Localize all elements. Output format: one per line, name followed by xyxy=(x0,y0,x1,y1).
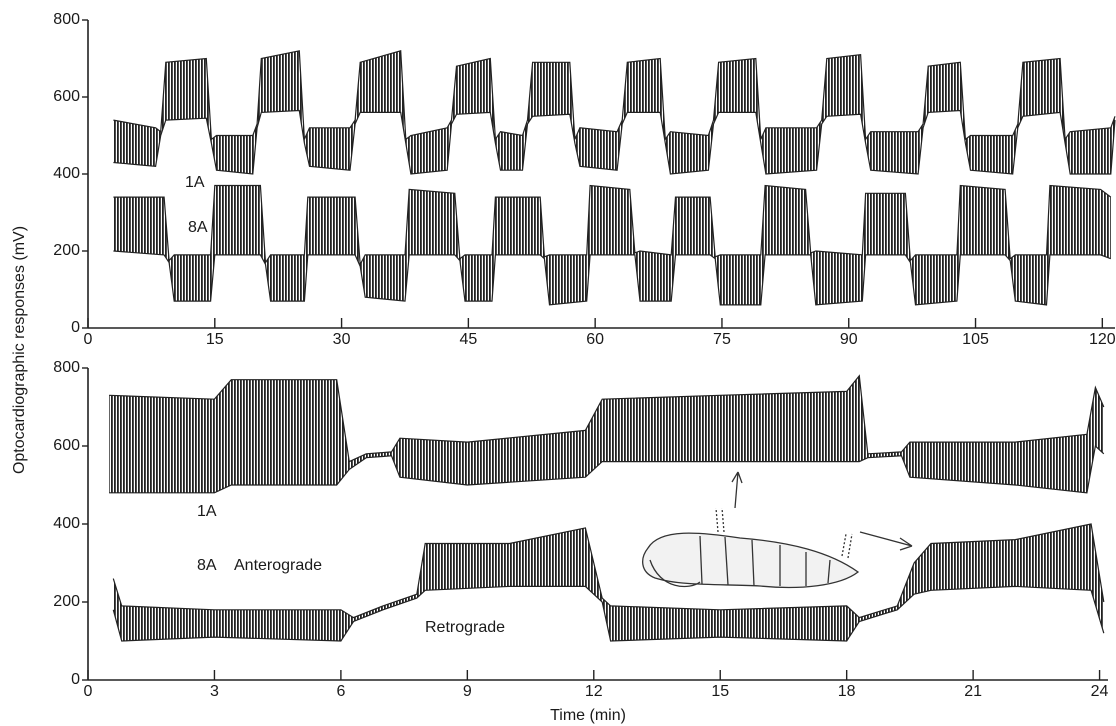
larva-illustration xyxy=(642,471,913,589)
x-tick-label: 15 xyxy=(206,331,224,348)
annotation: Anterograde xyxy=(234,557,322,574)
x-tick-label: 60 xyxy=(586,331,604,348)
x-tick-label: 30 xyxy=(333,331,351,348)
trace-label: 1A xyxy=(197,503,217,520)
x-tick-label: 75 xyxy=(713,331,731,348)
y-tick-label: 400 xyxy=(53,165,80,182)
trace-label: 1A xyxy=(185,174,205,191)
x-tick-label: 90 xyxy=(840,331,858,348)
x-tick-label: 0 xyxy=(84,331,93,348)
trace-band xyxy=(109,375,1104,493)
trace-lower xyxy=(113,109,1116,175)
trace-upper xyxy=(113,50,1116,142)
x-axis-label: Time (min) xyxy=(550,707,626,724)
trace-upper xyxy=(109,374,1105,463)
x-tick-label: 45 xyxy=(459,331,477,348)
trace-lower xyxy=(109,444,1105,494)
trace-upper xyxy=(112,523,1105,619)
trace-label: 8A xyxy=(188,219,208,236)
trace-lower xyxy=(113,250,1112,306)
x-tick-label: 21 xyxy=(964,683,982,700)
x-tick-label: 12 xyxy=(585,683,603,700)
x-tick-label: 3 xyxy=(210,683,219,700)
y-tick-label: 400 xyxy=(53,515,80,532)
y-tick-label: 800 xyxy=(53,11,80,28)
trace-band xyxy=(113,50,1115,174)
trace-band xyxy=(113,185,1111,305)
x-tick-label: 9 xyxy=(463,683,472,700)
x-tick-label: 0 xyxy=(84,683,93,700)
y-tick-label: 200 xyxy=(53,242,80,259)
trace-lower xyxy=(112,585,1105,642)
x-tick-label: 6 xyxy=(336,683,345,700)
trace-upper xyxy=(113,184,1112,267)
x-tick-label: 105 xyxy=(962,331,989,348)
y-axis-label: Optocardiographic responses (mV) xyxy=(11,226,28,474)
x-tick-label: 24 xyxy=(1091,683,1109,700)
y-tick-label: 600 xyxy=(53,88,80,105)
trace-band xyxy=(113,524,1104,641)
y-tick-label: 0 xyxy=(71,671,80,688)
y-tick-label: 600 xyxy=(53,437,80,454)
y-tick-label: 0 xyxy=(71,319,80,336)
trace-label: 8A xyxy=(197,557,217,574)
y-tick-label: 800 xyxy=(53,359,80,376)
x-tick-label: 15 xyxy=(711,683,729,700)
y-tick-label: 200 xyxy=(53,593,80,610)
annotation: Retrograde xyxy=(425,619,505,636)
x-tick-label: 120 xyxy=(1089,331,1116,348)
x-tick-label: 18 xyxy=(838,683,856,700)
